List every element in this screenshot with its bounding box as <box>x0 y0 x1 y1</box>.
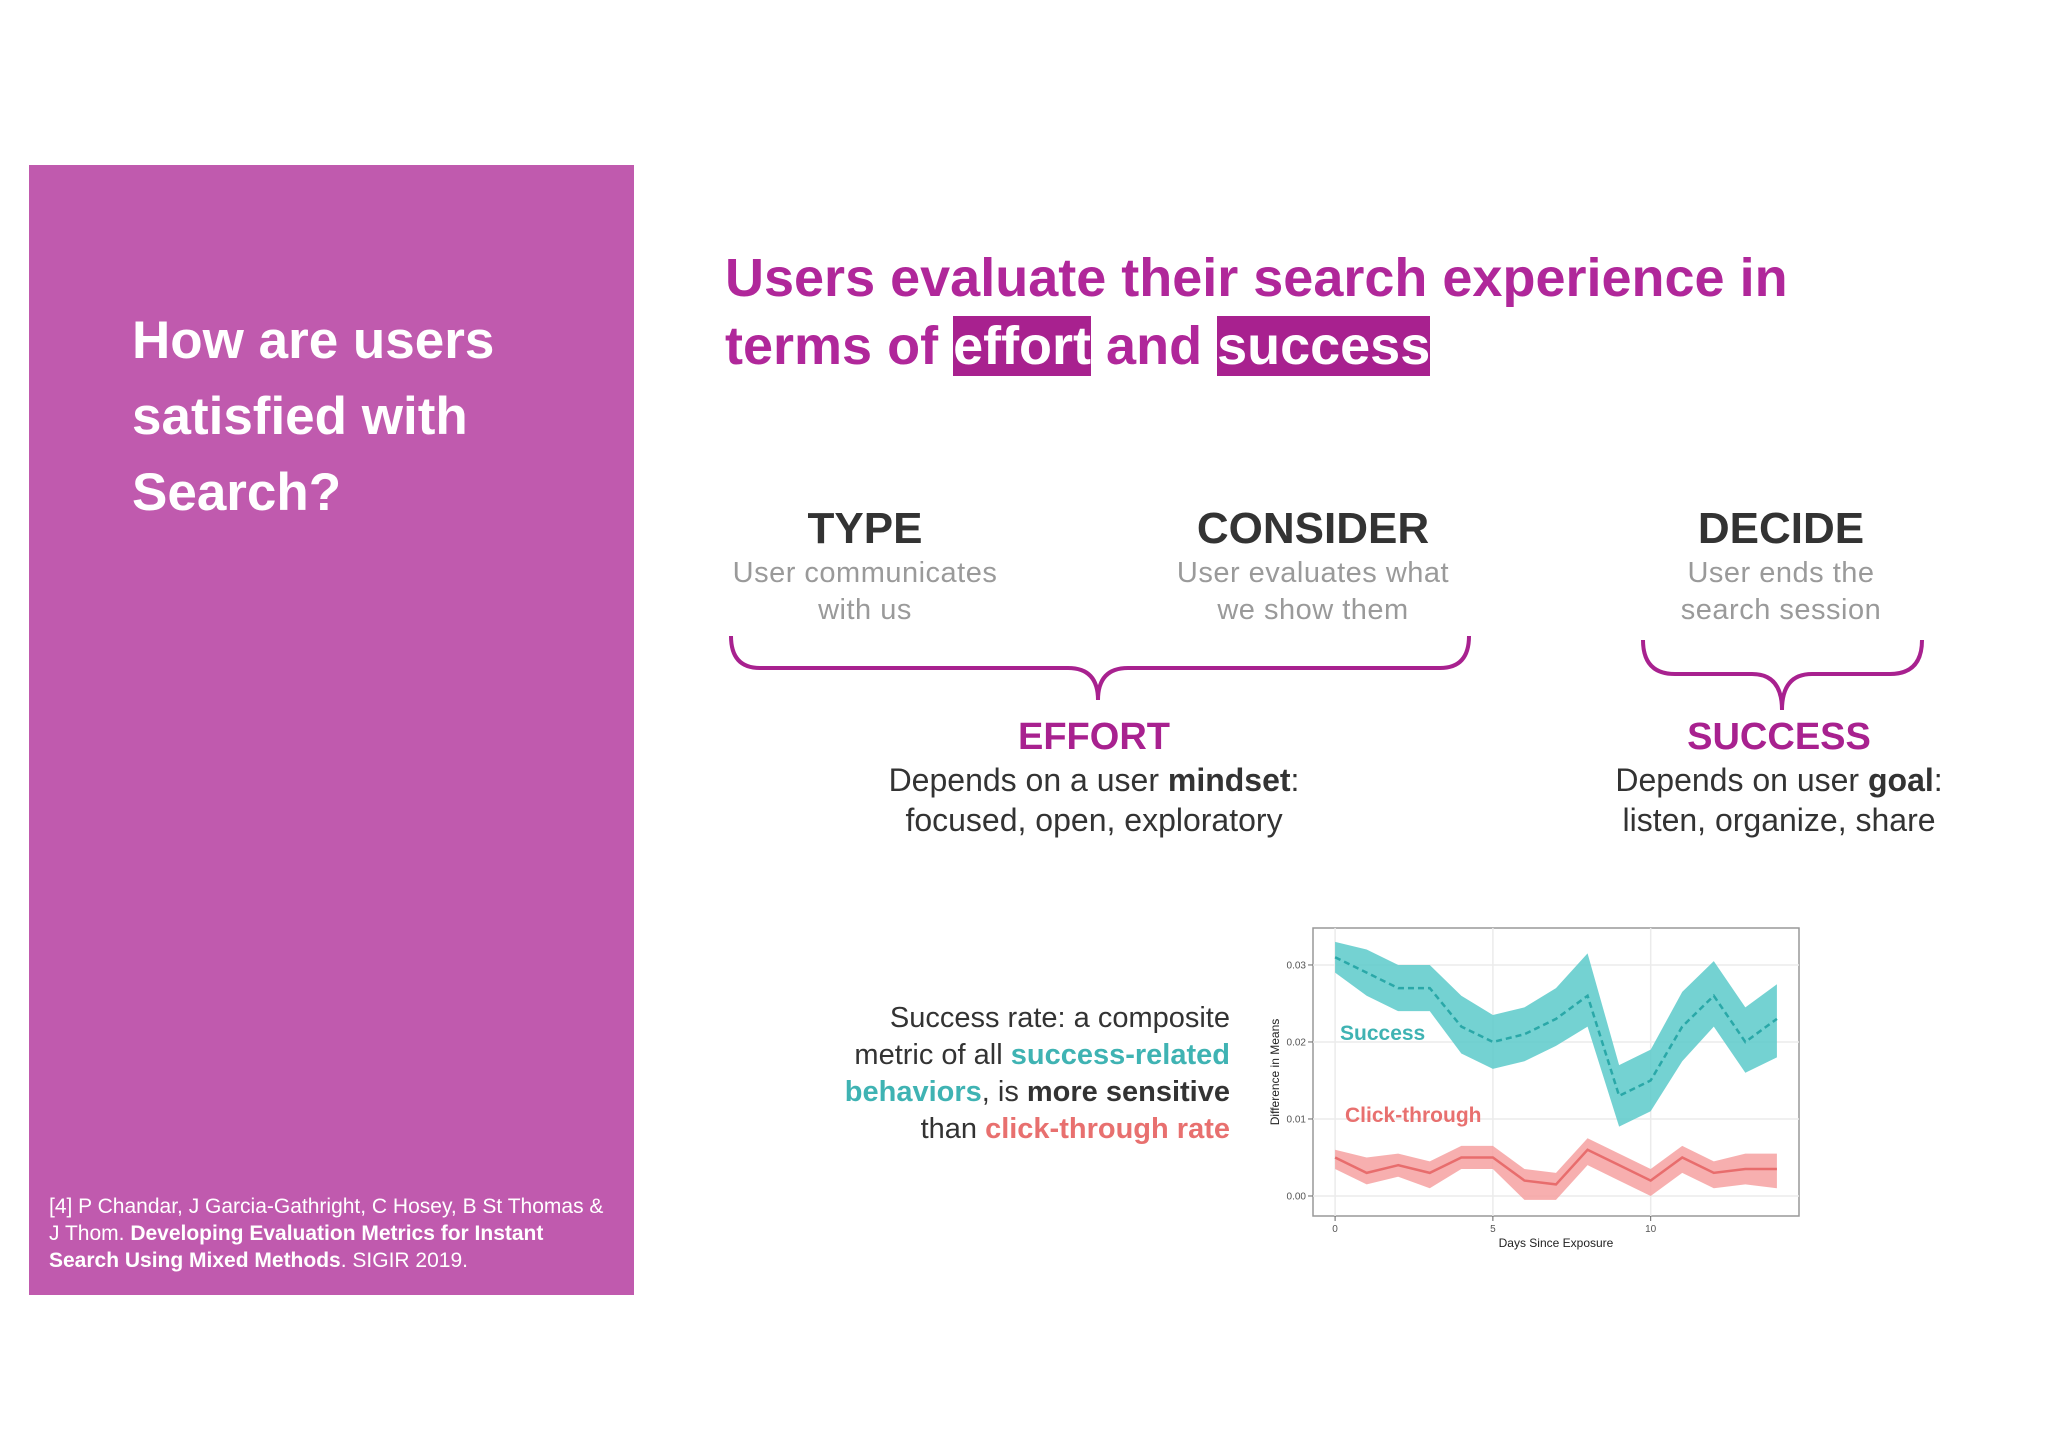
bold-text: goal <box>1867 762 1934 798</box>
x-tick-label: 5 <box>1490 1224 1496 1235</box>
outcome-detail: focused, open, exploratory <box>905 802 1283 838</box>
text: , is <box>981 1076 1027 1108</box>
step: TYPE User communicates with us <box>715 503 1015 629</box>
text: Depends on a user <box>888 762 1168 798</box>
text: : <box>1290 762 1300 798</box>
x-tick-label: 0 <box>1332 1224 1338 1235</box>
y-tick-label: 0.02 <box>1287 1037 1307 1048</box>
series-label: Click-through <box>1345 1104 1482 1127</box>
heading-text: and <box>1091 316 1218 376</box>
outcome-text: Depends on a user mindset: <box>794 760 1394 800</box>
y-axis-label: Difference in Means <box>1268 1019 1282 1126</box>
sidebar-title: How are users satisfied with Search? <box>132 311 495 522</box>
step-text: User evaluates what we show them <box>1176 557 1450 626</box>
step-title: DECIDE <box>1697 504 1865 553</box>
outcome-detail: listen, organize, share <box>1622 802 1936 838</box>
step-text: User ends the search session <box>1680 557 1882 626</box>
series-label: Success <box>1340 1022 1425 1045</box>
citation-venue: . SIGIR 2019. <box>340 1249 468 1272</box>
text: : <box>1933 762 1943 798</box>
red-text: click-through rate <box>985 1113 1230 1145</box>
teal-text: success-related behaviors <box>844 1039 1230 1108</box>
citation-authors: [4] P Chandar, J Garcia-Gathright, C Hos… <box>49 1195 604 1245</box>
citation: [4] P Chandar, J Garcia-Gathright, C Hos… <box>49 1193 619 1274</box>
line <box>1334 956 1778 1098</box>
step-title: CONSIDER <box>1196 504 1430 553</box>
x-tick-label: 10 <box>1645 1224 1657 1235</box>
bold-text: mindset <box>1167 762 1291 798</box>
heading-text: Users evaluate their search experience i… <box>725 248 1788 376</box>
step-text: User communicates with us <box>732 557 998 626</box>
sidebar: How are users satisfied with Search? [4]… <box>29 165 634 1295</box>
outcome-title: SUCCESS <box>1687 716 1871 758</box>
y-tick-label: 0.03 <box>1287 960 1307 971</box>
text: Success rate: a composite metric of all <box>854 1002 1230 1071</box>
effort-brace <box>729 635 1471 701</box>
citation-title: Developing Evaluation Metrics for Instan… <box>49 1222 544 1272</box>
y-tick-label: 0.00 <box>1287 1191 1307 1202</box>
bold-text: more sensitive <box>1026 1076 1230 1108</box>
note: Success rate: a composite metric of all … <box>810 1000 1230 1148</box>
outcome: SUCCESS Depends on user goal: listen, or… <box>1479 714 2048 840</box>
heading-highlight: success <box>1217 316 1431 376</box>
success-brace <box>1641 639 1924 711</box>
text: Depends on user <box>1615 762 1868 798</box>
outcome-title: EFFORT <box>1018 716 1170 758</box>
x-axis-label: Days Since Exposure <box>1499 1236 1614 1250</box>
text: than <box>920 1113 986 1145</box>
step: DECIDE User ends the search session <box>1601 503 1961 629</box>
y-tick-label: 0.01 <box>1287 1114 1307 1125</box>
step-title: TYPE <box>807 504 923 553</box>
line <box>1334 1148 1777 1186</box>
heading-highlight: effort <box>953 316 1092 376</box>
band <box>1335 941 1777 1127</box>
outcome-text: Depends on user goal: <box>1479 760 2048 800</box>
step: CONSIDER User evaluates what we show the… <box>1133 503 1493 629</box>
outcome: EFFORT Depends on a user mindset: focuse… <box>794 714 1394 840</box>
band <box>1335 1138 1777 1200</box>
heading: Users evaluate their search experience i… <box>725 244 1925 380</box>
